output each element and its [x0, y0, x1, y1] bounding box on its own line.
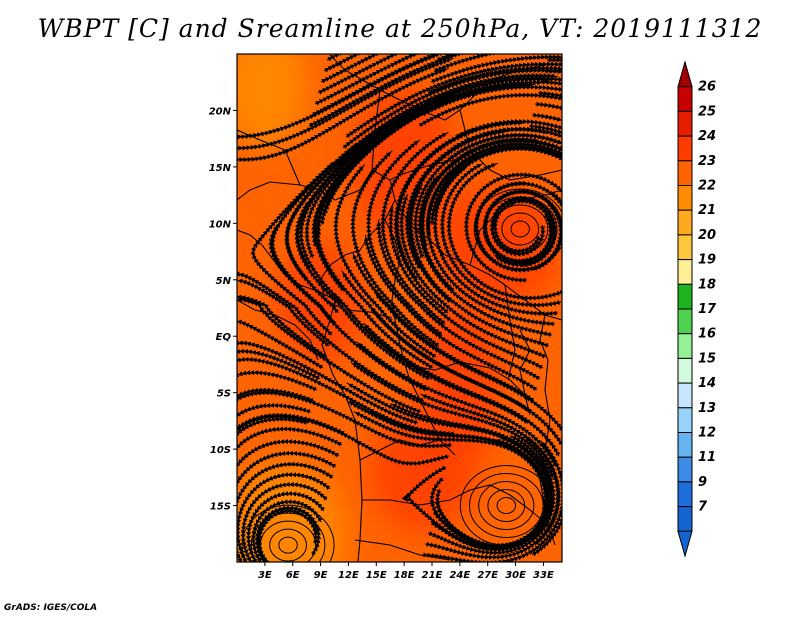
lon-tick-label: 30E [505, 570, 526, 581]
colorbar-label: 21 [698, 203, 716, 218]
vortex-ring [278, 536, 298, 554]
colorbar-label: 11 [698, 450, 716, 465]
colorbar-block [677, 456, 693, 483]
colorbar-block [677, 259, 693, 285]
lon-tick-label: 12E [338, 570, 359, 581]
lat-tick-label: 10N [209, 219, 232, 230]
vortex-ring [501, 212, 540, 246]
lon-tick-label: 9E [314, 570, 328, 581]
colorbar-label: 22 [698, 179, 716, 194]
latitude-axis: 20N 15N 10N 5N EQ 5S 10S 15S [209, 106, 237, 513]
colorbar-block [677, 407, 693, 433]
colorbar-block [677, 308, 693, 335]
colorbar-block [677, 86, 693, 112]
colorbar-block [677, 432, 693, 458]
lon-tick-label: 6E [286, 570, 300, 581]
lat-tick-label: EQ [216, 332, 232, 343]
vortex-ring [241, 504, 335, 562]
colorbar-block [677, 481, 693, 508]
colorbar-block [677, 185, 693, 211]
lon-tick-label: 15E [366, 570, 387, 581]
vortex-ring [250, 512, 326, 562]
vortex-ring [482, 196, 558, 262]
lon-tick-label: 27E [477, 570, 498, 581]
vortex-ring [510, 220, 530, 238]
lat-tick-label: 10S [210, 445, 231, 456]
lat-tick-label: 15S [210, 502, 231, 513]
colorbar-max-arrow [677, 60, 693, 88]
country-boundaries [237, 54, 562, 562]
colorbar-label: 7 [698, 500, 708, 515]
colorbar-block [677, 333, 693, 359]
vortex-ring [496, 497, 516, 515]
colorbar-block [677, 209, 693, 236]
colorbar-block [677, 160, 693, 187]
lat-tick-label: 5N [216, 276, 232, 287]
lon-tick-label: 21E [422, 570, 443, 581]
colorbar-block [677, 135, 693, 162]
lon-tick-label: 33E [533, 570, 554, 581]
colorbar-label: 15 [698, 351, 716, 366]
colorbar-label: 13 [698, 401, 716, 416]
colorbar-min-arrow [677, 530, 693, 558]
colorbar-label: 18 [698, 277, 716, 292]
colorbar-label: 19 [698, 253, 716, 268]
vortex-ring [478, 481, 535, 531]
vortex-ring [269, 528, 307, 562]
colorbar-label: 12 [698, 426, 716, 441]
lat-tick-label: 5S [217, 389, 231, 400]
colorbar-label: 17 [698, 302, 717, 317]
colorbar-block [677, 283, 693, 310]
colorbar-label: 14 [698, 376, 716, 391]
colorbar-label: 24 [698, 129, 716, 144]
streamline [254, 505, 322, 562]
lon-tick-label: 3E [258, 570, 272, 581]
lon-tick-label: 18E [394, 570, 415, 581]
colorbar-label: 16 [698, 327, 716, 342]
colorbar-label: 23 [698, 154, 716, 169]
colorbar-block [677, 234, 693, 261]
vortex-ring [473, 188, 562, 270]
colorbar-label: 20 [698, 228, 716, 243]
lat-tick-label: 15N [209, 163, 232, 174]
colorbar-block [677, 110, 693, 137]
colorbar-label: 25 [698, 104, 716, 119]
colorbar-label: 26 [698, 80, 716, 95]
chart-title: WBPT [C] and Sreamline at 250hPa, VT: 20… [37, 14, 763, 43]
colorbar-block [677, 357, 693, 384]
lat-tick-label: 20N [209, 106, 232, 117]
longitude-axis: 3E 6E 9E 12E 15E 18E 21E 24E 27E 30E 33E [258, 562, 554, 581]
vortex-ring [468, 473, 544, 539]
vortex-ring [259, 520, 317, 562]
colorbar-block [677, 382, 693, 409]
colorbar-block [677, 506, 693, 532]
map-frame [236, 53, 563, 563]
streamlines [237, 54, 562, 562]
grads-credit: GrADS: IGES/COLA [4, 603, 98, 613]
vortex-ring [459, 465, 553, 547]
vortex-ring [492, 204, 549, 254]
streamline [531, 501, 562, 557]
colorbar-label: 9 [698, 475, 707, 490]
lon-tick-label: 24E [449, 570, 470, 581]
